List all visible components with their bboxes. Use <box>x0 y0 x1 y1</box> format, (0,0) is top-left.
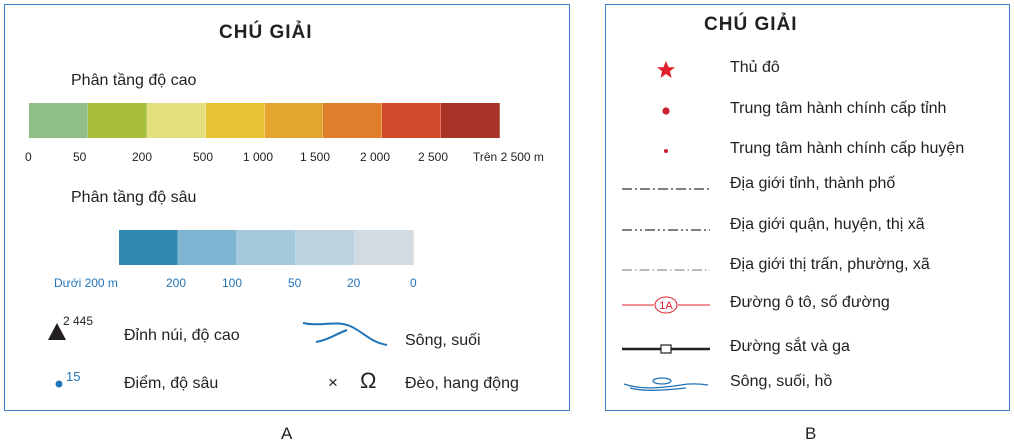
elevation-class-6 <box>382 103 442 138</box>
cave-icon: Ω <box>360 368 377 393</box>
tick-label: 1 000 <box>243 150 274 164</box>
thin-dash-dot-icon <box>621 262 711 280</box>
legend-item-label: Đường ô tô, số đường <box>730 294 890 311</box>
elevation-class-1 <box>87 103 147 138</box>
tick-label: Dưới 200 m <box>54 276 118 290</box>
depth-class-4 <box>355 230 414 265</box>
tick-label: Trên 2 500 m <box>473 150 544 164</box>
elevation-class-5 <box>323 103 383 138</box>
elevation-class-2 <box>146 103 206 138</box>
legend-item-label: Trung tâm hành chính cấp tỉnh <box>730 100 947 117</box>
depth-class-1 <box>178 230 237 265</box>
mountain-peak-icon <box>48 323 66 340</box>
depth-point-value: 15 <box>66 369 81 384</box>
elevation-color-bar <box>29 103 500 138</box>
rail-icon <box>621 342 711 361</box>
legend-b-title: CHÚ GIẢI <box>704 14 798 35</box>
depth-class-3 <box>296 230 355 265</box>
tick-label: 20 <box>347 276 361 290</box>
tick-label: 500 <box>193 150 214 164</box>
legend-panel-b <box>605 4 1010 411</box>
caption-b: B <box>805 424 817 443</box>
tick-label: 200 <box>166 276 187 290</box>
dash-dot-dot-icon <box>621 222 711 240</box>
water-icon <box>621 374 711 399</box>
legend-item-label: Đường sắt và ga <box>730 338 850 355</box>
legend-item-label: Địa giới thị trấn, phường, xã <box>730 256 930 273</box>
legend-item-label: Địa giới quận, huyện, thị xã <box>730 216 925 233</box>
elevation-heading: Phân tầng độ cao <box>71 72 197 89</box>
pass-cave-label: Đèo, hang động <box>405 375 519 392</box>
legend-item-label: Thủ đô <box>730 59 780 76</box>
dot-large-icon <box>654 99 678 128</box>
mountain-pass-icon: × <box>328 373 338 392</box>
elevation-class-3 <box>205 103 265 138</box>
star-icon <box>654 58 678 87</box>
tick-label: 0 <box>410 276 417 290</box>
legend-item-label: Sông, suối, hồ <box>730 373 833 390</box>
tick-label: 50 <box>288 276 302 290</box>
tick-label: 1 500 <box>300 150 331 164</box>
tick-label: 0 <box>25 150 32 164</box>
road-icon: 1A <box>621 293 711 322</box>
legend-item-label: Địa giới tỉnh, thành phố <box>730 175 896 192</box>
elevation-class-0 <box>29 103 88 138</box>
tick-label: 2 000 <box>360 150 391 164</box>
tick-label: 200 <box>132 150 153 164</box>
elevation-class-7 <box>441 103 500 138</box>
tick-label: 100 <box>222 276 243 290</box>
caption-a: A <box>281 424 293 443</box>
svg-text:1A: 1A <box>659 300 673 312</box>
river-line-icon <box>302 322 388 346</box>
depth-heading: Phân tầng độ sâu <box>71 189 197 206</box>
river-label: Sông, suối <box>405 332 481 349</box>
depth-class-0 <box>119 230 178 265</box>
dash-dot-icon <box>621 181 711 199</box>
peak-label: Đỉnh núi, độ cao <box>124 327 240 344</box>
dot-small-icon <box>654 139 678 168</box>
tick-label: 2 500 <box>418 150 449 164</box>
depth-point-icon <box>55 380 63 388</box>
elevation-class-4 <box>264 103 324 138</box>
depth-point-label: Điểm, độ sâu <box>124 375 219 392</box>
depth-class-2 <box>237 230 296 265</box>
legend-a-title: CHÚ GIẢI <box>219 22 313 43</box>
peak-elevation-value: 2 445 <box>63 314 94 328</box>
legend-panel-a <box>4 4 570 411</box>
legend-item-label: Trung tâm hành chính cấp huyện <box>730 140 965 157</box>
depth-color-bar <box>119 230 414 265</box>
tick-label: 50 <box>73 150 87 164</box>
